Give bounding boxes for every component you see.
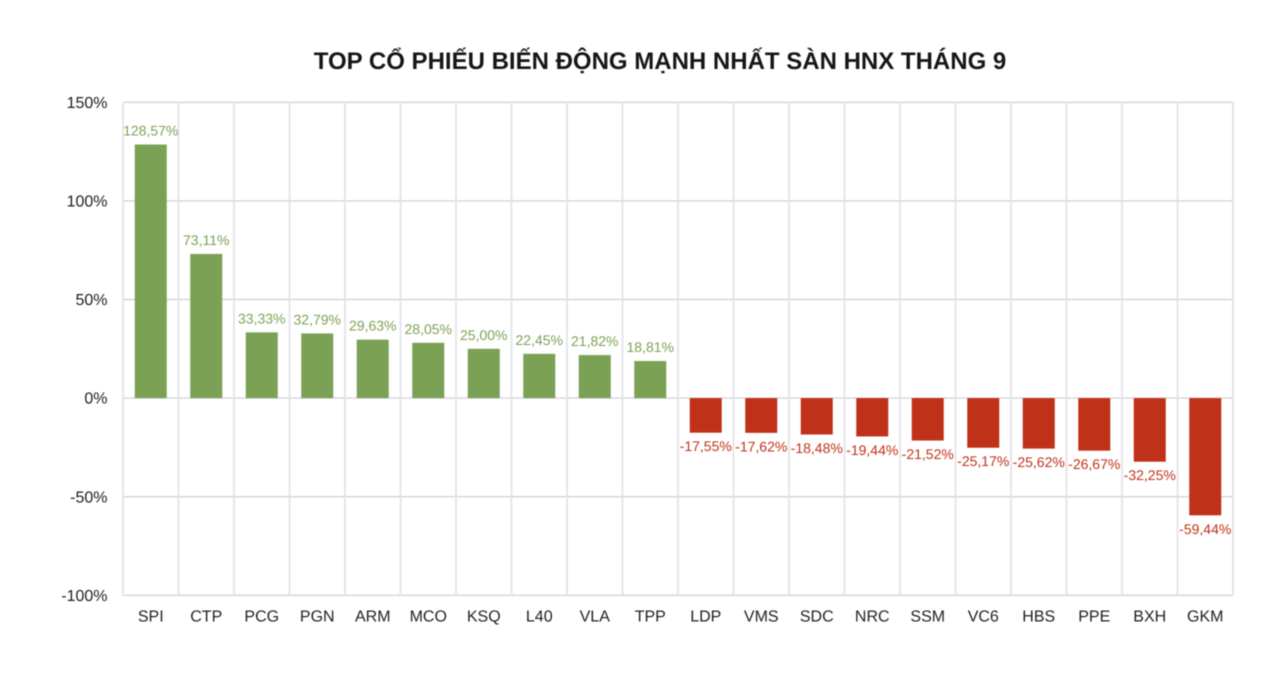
- svg-text:NRC: NRC: [855, 609, 890, 626]
- svg-text:-19,44%: -19,44%: [846, 442, 898, 458]
- svg-text:L40: L40: [526, 609, 553, 626]
- svg-text:VC6: VC6: [968, 609, 999, 626]
- svg-text:SPI: SPI: [138, 609, 164, 626]
- svg-text:-26,67%: -26,67%: [1068, 456, 1120, 472]
- svg-text:PCG: PCG: [244, 609, 279, 626]
- svg-text:KSQ: KSQ: [467, 609, 501, 626]
- svg-text:-25,17%: -25,17%: [957, 453, 1009, 469]
- svg-text:-50%: -50%: [70, 489, 107, 506]
- svg-text:0%: 0%: [84, 391, 107, 408]
- svg-text:25,00%: 25,00%: [460, 327, 507, 343]
- svg-text:VMS: VMS: [744, 609, 779, 626]
- svg-text:CTP: CTP: [190, 609, 222, 626]
- svg-text:73,11%: 73,11%: [183, 232, 229, 248]
- svg-text:-32,25%: -32,25%: [1124, 467, 1176, 483]
- svg-text:PPE: PPE: [1078, 609, 1110, 626]
- svg-text:-100%: -100%: [61, 588, 107, 605]
- svg-text:18,81%: 18,81%: [627, 339, 674, 355]
- svg-text:100%: 100%: [67, 194, 108, 211]
- svg-text:VLA: VLA: [580, 609, 611, 626]
- svg-text:50%: 50%: [75, 292, 107, 309]
- svg-text:TOP CỔ PHIẾU BIẾN ĐỘNG MẠNH NH: TOP CỔ PHIẾU BIẾN ĐỘNG MẠNH NHẤT SÀN HNX…: [314, 47, 1007, 75]
- svg-text:LDP: LDP: [690, 609, 721, 626]
- svg-text:-59,44%: -59,44%: [1179, 521, 1231, 537]
- svg-text:HBS: HBS: [1022, 609, 1055, 626]
- svg-text:-25,62%: -25,62%: [1013, 454, 1065, 470]
- svg-text:-17,62%: -17,62%: [735, 438, 787, 454]
- svg-text:150%: 150%: [67, 95, 108, 112]
- svg-text:SDC: SDC: [800, 609, 834, 626]
- svg-text:TPP: TPP: [635, 609, 666, 626]
- svg-text:-17,55%: -17,55%: [680, 438, 732, 454]
- svg-text:128,57%: 128,57%: [123, 123, 178, 139]
- svg-text:PGN: PGN: [300, 609, 335, 626]
- svg-text:BXH: BXH: [1133, 609, 1166, 626]
- svg-text:21,82%: 21,82%: [571, 333, 618, 349]
- svg-text:-18,48%: -18,48%: [791, 440, 843, 456]
- svg-text:22,45%: 22,45%: [516, 332, 563, 348]
- svg-text:29,63%: 29,63%: [349, 318, 396, 334]
- svg-text:SSM: SSM: [910, 609, 945, 626]
- svg-text:32,79%: 32,79%: [294, 311, 341, 327]
- svg-text:GKM: GKM: [1187, 609, 1223, 626]
- svg-text:ARM: ARM: [355, 609, 391, 626]
- svg-text:28,05%: 28,05%: [405, 321, 452, 337]
- svg-text:33,33%: 33,33%: [238, 310, 285, 326]
- svg-text:MCO: MCO: [410, 609, 447, 626]
- svg-text:-21,52%: -21,52%: [902, 446, 954, 462]
